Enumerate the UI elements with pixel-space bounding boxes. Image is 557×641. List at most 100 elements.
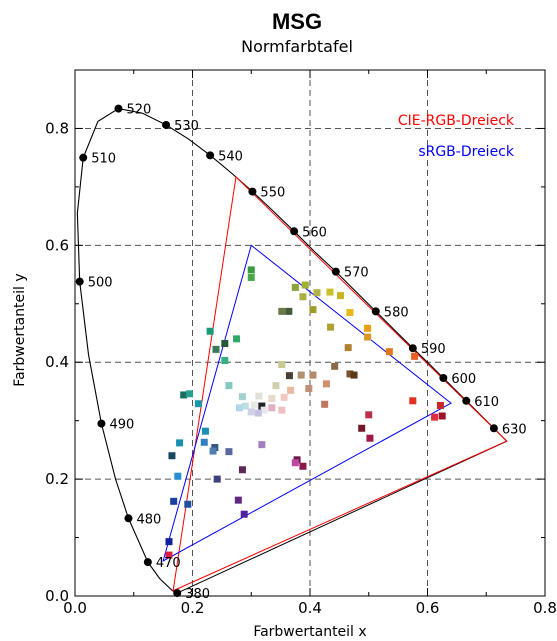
wavelength-label: 600 (451, 372, 476, 387)
color-sample (194, 400, 202, 408)
color-sample (438, 412, 446, 420)
color-sample (346, 370, 354, 378)
color-sample (285, 372, 293, 380)
y-tick-label: 0.4 (45, 353, 69, 371)
color-sample (364, 324, 372, 332)
spectral-locus (76, 107, 508, 594)
wavelength-point (489, 424, 498, 433)
x-tick-label: 0.0 (63, 599, 87, 617)
wavelength-label: 380 (185, 587, 210, 602)
wavelength-point (114, 104, 123, 113)
color-sample (364, 333, 372, 341)
color-sample (168, 452, 176, 460)
wavelength-label: 500 (88, 276, 113, 291)
x-axis-label: Farbwertanteil x (253, 624, 366, 640)
color-sample (299, 293, 307, 301)
color-sample (184, 500, 192, 508)
color-sample (322, 380, 330, 388)
color-sample (278, 406, 286, 414)
color-sample (411, 352, 419, 360)
color-sample (436, 401, 444, 409)
wavelength-label: 530 (174, 119, 199, 134)
color-sample (255, 392, 263, 400)
y-tick-label: 0.6 (45, 236, 69, 254)
color-sample (250, 401, 258, 409)
color-sample (176, 439, 184, 447)
wavelength-label: 490 (109, 418, 134, 433)
color-sample (431, 413, 439, 421)
color-sample (313, 289, 321, 297)
wavelength-point (408, 344, 417, 353)
color-sample (258, 441, 266, 449)
color-sample (291, 283, 299, 291)
color-sample (174, 472, 182, 480)
wavelength-label: 510 (91, 152, 116, 167)
color-sample (299, 462, 307, 470)
chart-subtitle: Normfarbtafel (241, 37, 353, 56)
wavelength-label: 590 (421, 342, 446, 357)
color-sample (247, 408, 255, 416)
color-sample (241, 402, 249, 410)
color-sample (385, 348, 393, 356)
color-sample (180, 391, 188, 399)
color-sample (236, 404, 243, 412)
color-sample (254, 409, 262, 417)
color-sample (268, 404, 276, 412)
wavelength-point (371, 307, 380, 316)
y-tick-label: 0.0 (45, 587, 69, 605)
color-sample (211, 444, 219, 452)
purple-line (177, 440, 508, 594)
color-sample (225, 382, 233, 390)
wavelength-label: 580 (384, 305, 409, 320)
wavelength-label: 470 (156, 556, 181, 571)
legend-srgb: sRGB-Dreieck (418, 144, 515, 160)
srgb-triangle (162, 244, 452, 562)
wavelength-label: 540 (218, 149, 243, 164)
wavelength-label: 560 (302, 225, 327, 240)
color-sample (258, 402, 266, 410)
wavelength-label: 630 (502, 422, 527, 437)
color-sample (409, 397, 417, 405)
color-sample (238, 393, 246, 401)
y-axis-label: Farbwertanteil y (12, 273, 28, 386)
y-tick-label: 0.2 (45, 470, 69, 488)
x-tick-label: 0.2 (181, 599, 205, 617)
color-sample (309, 371, 317, 379)
color-sample (287, 386, 295, 394)
wavelength-point (75, 277, 84, 286)
color-sample (366, 434, 374, 442)
wavelength-label: 570 (344, 266, 369, 281)
wavelength-label: 480 (136, 512, 161, 527)
color-sample (327, 323, 335, 331)
color-sample (213, 475, 221, 483)
cie-rgb-triangle (172, 175, 508, 592)
color-sample (165, 551, 173, 559)
color-sample (346, 309, 354, 317)
wavelength-point (439, 374, 448, 383)
wavelength-label: 550 (260, 186, 285, 201)
color-sample (365, 411, 373, 419)
color-sample (209, 447, 217, 455)
wavelength-point (162, 120, 171, 129)
color-sample (272, 382, 280, 390)
color-sample (331, 362, 339, 370)
wavelength-label: 520 (126, 103, 151, 118)
color-sample (291, 459, 299, 467)
color-sample (212, 345, 220, 353)
color-sample (247, 273, 255, 281)
wavelength-point (97, 419, 106, 428)
wavelength-point (79, 153, 88, 162)
color-sample (301, 281, 309, 289)
wavelength-point (331, 267, 340, 276)
wavelength-point (173, 589, 182, 598)
color-sample (326, 288, 334, 296)
color-sample (201, 427, 209, 435)
x-tick-label: 0.6 (416, 599, 440, 617)
color-sample (309, 306, 317, 314)
color-sample (200, 438, 208, 446)
wavelength-point (462, 396, 471, 405)
color-sample (321, 400, 329, 408)
x-tick-label: 0.4 (298, 599, 322, 617)
color-sample (225, 448, 233, 456)
